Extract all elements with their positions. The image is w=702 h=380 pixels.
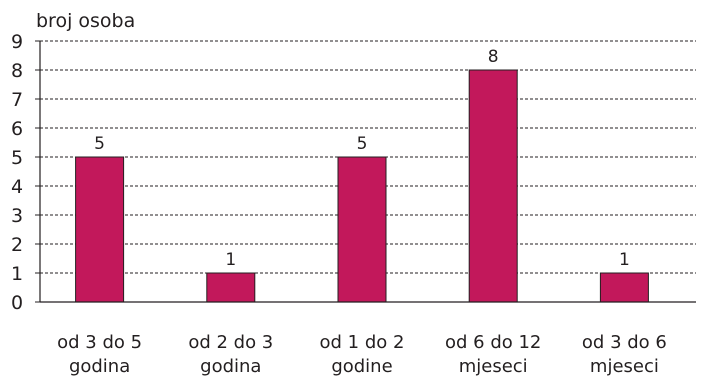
- y-tick-label: 8: [11, 60, 23, 82]
- y-tick-label: 1: [11, 263, 23, 285]
- category-label: od 1 do 2: [320, 332, 405, 353]
- category-label: mjeseci: [459, 356, 528, 377]
- category-label: godine: [331, 356, 392, 377]
- bars: [75, 69, 649, 303]
- category-labels: od 3 do 5 godina od 2 do 3 godina od 1 do 2 g…: [57, 332, 667, 377]
- data-label: 1: [225, 250, 236, 270]
- bar: [75, 156, 125, 303]
- category-label: od 3 do 5: [57, 332, 142, 353]
- y-tick-label: 7: [11, 89, 23, 111]
- category-label: godina: [69, 356, 130, 377]
- y-tick-label: 3: [11, 205, 23, 227]
- data-label: 5: [94, 134, 105, 154]
- data-label: 5: [357, 134, 368, 154]
- y-tick-labels: 0 1 2 3 4 5 6 7 8 9: [11, 31, 23, 314]
- bar: [468, 69, 518, 303]
- gridlines: [40, 40, 696, 274]
- y-axis-label: broj osoba: [36, 10, 135, 32]
- y-tick-label: 4: [11, 176, 23, 198]
- axes: [35, 40, 696, 303]
- y-tick-label: 2: [11, 234, 23, 256]
- data-label: 1: [619, 250, 630, 270]
- category-label: mjeseci: [590, 356, 659, 377]
- category-label: od 2 do 3: [188, 332, 273, 353]
- data-label: 8: [488, 47, 499, 67]
- bar: [206, 272, 256, 303]
- y-tick-label: 9: [11, 31, 23, 53]
- bar: [599, 272, 649, 303]
- category-label: od 3 do 6: [582, 332, 667, 353]
- y-tick-label: 6: [11, 118, 23, 140]
- y-tick-label: 5: [11, 147, 23, 169]
- y-tick-label: 0: [11, 292, 23, 314]
- bar: [337, 156, 387, 303]
- category-label: od 6 do 12: [445, 332, 541, 353]
- category-label: godina: [200, 356, 261, 377]
